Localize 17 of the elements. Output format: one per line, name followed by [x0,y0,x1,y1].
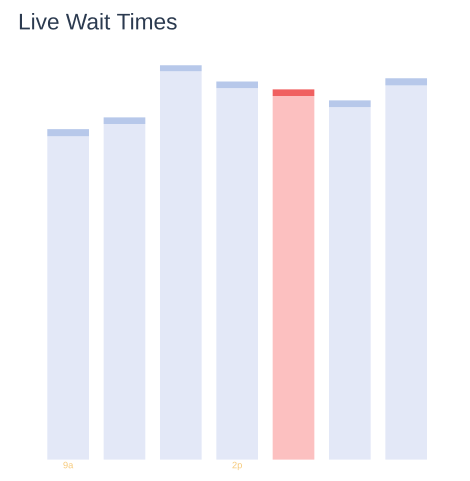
bar [385,78,427,86]
bar [328,100,371,108]
bar [272,96,314,460]
bar [385,85,427,460]
chart-title: Live Wait Times [20,13,176,30]
bar [160,65,202,72]
bar [47,136,89,460]
x-tick-label: 9a [63,462,74,468]
bar [47,129,89,136]
bar [272,89,314,96]
bar [216,88,258,460]
bar [328,107,371,460]
x-tick-label: 2p [232,462,242,470]
bar [160,71,202,460]
bar [216,81,258,88]
bar [103,124,146,460]
bar [103,117,146,124]
